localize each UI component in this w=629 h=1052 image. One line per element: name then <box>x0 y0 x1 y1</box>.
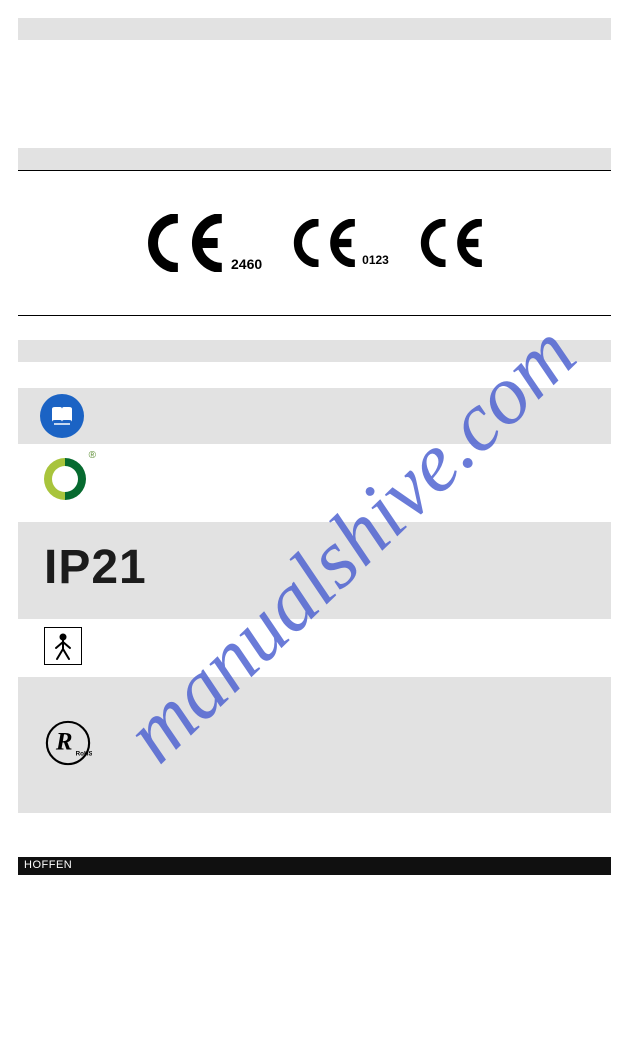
type-bf-icon <box>44 627 82 665</box>
footer-bar: HOFFEN <box>18 857 611 875</box>
top-bar <box>18 18 611 40</box>
ce-mark-0123: 0123 <box>288 219 389 267</box>
ce-number-2: 0123 <box>362 253 389 267</box>
ce-mark-plain <box>415 219 487 267</box>
rohs-icon: R RoHS <box>44 719 92 772</box>
registered-mark: ® <box>89 450 96 461</box>
type-bf-row <box>18 619 611 677</box>
gray-bar <box>18 148 611 170</box>
ce-number-1: 2460 <box>231 256 262 272</box>
ip-rating-row: IP21 <box>18 522 611 619</box>
svg-text:R: R <box>55 728 73 755</box>
footer-brand: HOFFEN <box>24 859 72 871</box>
svg-text:RoHS: RoHS <box>76 750 92 757</box>
ce-mark-2460: 2460 <box>142 214 262 272</box>
rohs-row: R RoHS <box>18 677 611 813</box>
ce-marks-row: 2460 0123 <box>18 171 611 315</box>
green-dot-icon: ® <box>40 454 90 504</box>
ip-rating-label: IP21 <box>44 540 585 595</box>
green-dot-row: ® <box>18 444 611 522</box>
read-manual-row <box>18 388 611 444</box>
read-manual-icon <box>40 394 84 438</box>
gray-bar-2 <box>18 340 611 362</box>
